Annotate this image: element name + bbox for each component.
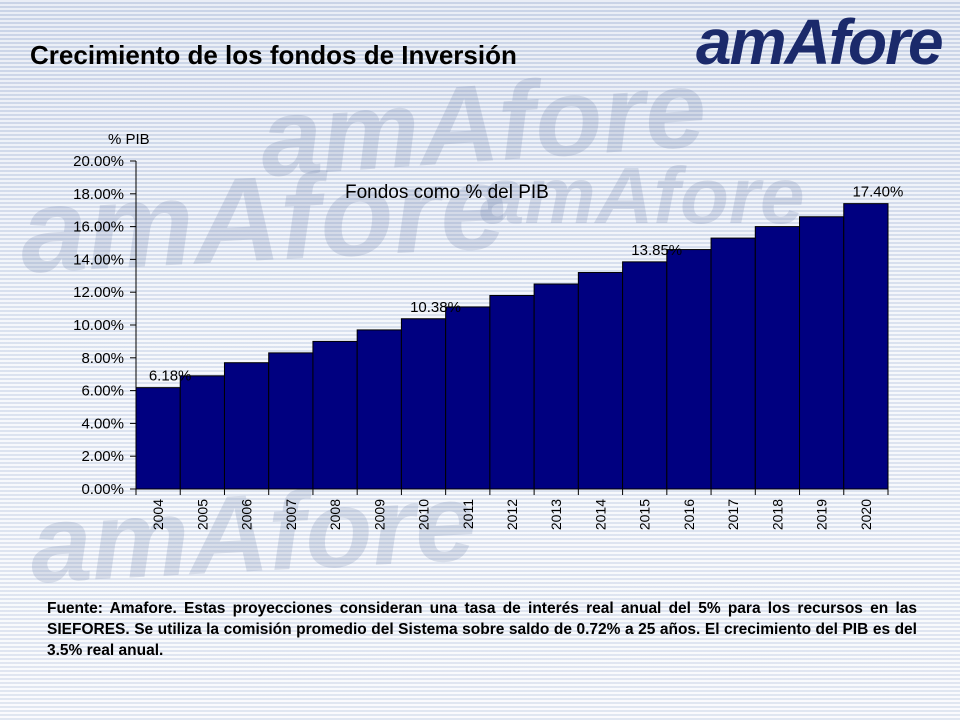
bar-2014 xyxy=(577,272,624,490)
y-tick-label: 10.00% xyxy=(73,317,124,334)
bar-2007 xyxy=(268,352,314,490)
bar-2008 xyxy=(312,340,358,490)
y-tick-label: 2.00% xyxy=(81,448,124,465)
y-tick-label: 16.00% xyxy=(73,219,124,236)
y-tick-label: 20.00% xyxy=(73,153,124,170)
x-tick-label: 2019 xyxy=(814,499,830,530)
bar-2005 xyxy=(179,375,225,490)
bar-2004 xyxy=(135,387,181,490)
x-tick-label: 2015 xyxy=(637,499,653,530)
source-footnote: Fuente: Amafore. Estas proyecciones cons… xyxy=(47,600,917,659)
bar-2019 xyxy=(799,216,845,490)
x-tick-label: 2020 xyxy=(858,499,874,530)
y-tick-label: 0.00% xyxy=(81,481,124,498)
bar-2013 xyxy=(533,283,579,490)
bar-2006 xyxy=(223,362,270,490)
data-label-2020: 17.40% xyxy=(852,184,903,201)
bar-2018 xyxy=(754,226,801,490)
x-tick-label: 2013 xyxy=(548,499,564,530)
bar-2009 xyxy=(356,329,402,490)
x-tick-label: 2011 xyxy=(460,499,476,529)
bar-2012 xyxy=(489,294,535,490)
x-tick-label: 2016 xyxy=(681,499,697,530)
slide-title: Crecimiento de los fondos de Inversión xyxy=(30,40,517,70)
x-tick-label: 2004 xyxy=(150,499,166,530)
y-axis-title: % PIB xyxy=(108,131,150,148)
data-label-2015: 13.85% xyxy=(631,242,682,259)
x-tick-label: 2018 xyxy=(769,499,785,530)
x-tick-label: 2006 xyxy=(239,499,255,530)
amafore-logo: amAfore xyxy=(696,6,944,78)
x-tick-label: 2005 xyxy=(194,499,210,530)
x-tick-label: 2007 xyxy=(283,499,299,530)
x-tick-label: 2014 xyxy=(592,499,608,530)
chart-title: Fondos como % del PIB xyxy=(345,182,549,203)
x-tick-label: 2009 xyxy=(371,499,387,530)
y-tick-label: 12.00% xyxy=(73,284,124,301)
y-tick-label: 6.00% xyxy=(81,383,124,400)
x-tick-label: 2017 xyxy=(725,499,741,530)
bar-2016 xyxy=(666,249,712,490)
data-label-2004: 6.18% xyxy=(149,368,192,385)
x-tick-label: 2010 xyxy=(416,499,432,530)
x-tick-label: 2008 xyxy=(327,499,343,530)
y-tick-label: 14.00% xyxy=(73,251,124,268)
data-label-2010: 10.38% xyxy=(410,299,461,316)
bar-2010 xyxy=(400,318,447,490)
bar-2020 xyxy=(843,203,889,490)
bar-2017 xyxy=(710,237,756,490)
watermark-logo: amAfore xyxy=(480,151,805,240)
y-tick-label: 18.00% xyxy=(73,186,124,203)
y-tick-label: 8.00% xyxy=(81,350,124,367)
bar-2015 xyxy=(622,261,668,490)
bar-2011 xyxy=(445,306,491,490)
x-tick-label: 2012 xyxy=(504,499,520,530)
y-tick-label: 4.00% xyxy=(81,415,124,432)
